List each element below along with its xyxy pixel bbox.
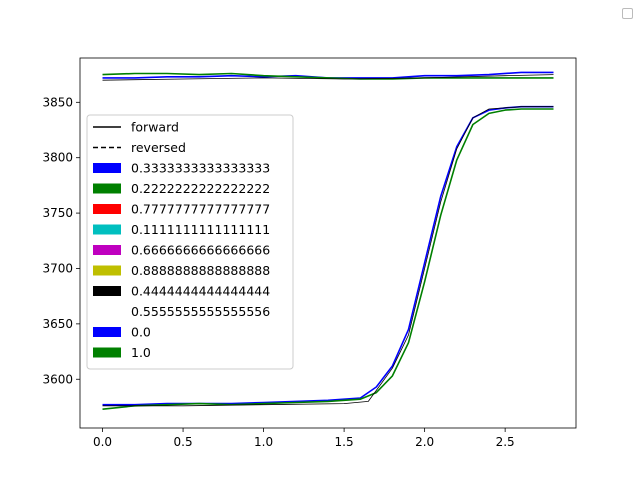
legend-label: 0.5555555555555556: [131, 304, 270, 319]
legend-entry: 0.6666666666666666: [93, 243, 270, 258]
legend-label: 0.0: [131, 325, 151, 340]
legend-entry: 0.5555555555555556: [93, 304, 270, 319]
legend-entry: 0.7777777777777777: [93, 202, 270, 217]
x-tick-label: 0.5: [174, 435, 193, 449]
legend-label: 0.1111111111111111: [131, 222, 270, 237]
legend-swatch: [93, 163, 121, 173]
legend-label: 0.6666666666666666: [131, 243, 270, 258]
legend-label: 0.4444444444444444: [131, 284, 270, 299]
y-axis: 3600 3650 3700 3750 3800 3850: [42, 95, 80, 386]
legend-swatch: [93, 265, 121, 276]
legend-swatch: [93, 204, 121, 214]
legend-label: 0.2222222222222222: [131, 181, 270, 196]
legend-label: forward: [131, 120, 179, 135]
legend-entry: 1.0: [93, 345, 151, 360]
series-line-4: [102, 72, 554, 80]
series-line-1: [102, 108, 554, 410]
y-tick-label: 3750: [42, 206, 73, 220]
legend-entry: 0.0: [93, 325, 151, 340]
y-tick-label: 3700: [42, 261, 73, 275]
y-tick-label: 3800: [42, 151, 73, 165]
series-line-5: [102, 74, 554, 81]
x-tick-label: 2.0: [415, 435, 434, 449]
legend-label: 1.0: [131, 345, 151, 360]
legend-entry: forward: [93, 120, 179, 135]
legend-entry: 0.1111111111111111: [93, 222, 270, 237]
legend-entry: 0.2222222222222222: [93, 181, 270, 196]
legend-swatch: [93, 224, 121, 235]
figure-corner-checkbox[interactable]: [622, 8, 633, 19]
legend-swatch: [93, 347, 121, 358]
legend-entry: 0.3333333333333333: [93, 161, 270, 176]
legend-swatch: [93, 327, 121, 337]
x-tick-label: 1.5: [335, 435, 354, 449]
legend-label: 0.7777777777777777: [131, 202, 270, 217]
legend-swatch: [93, 245, 121, 255]
x-tick-label: 0.0: [93, 435, 112, 449]
legend-label: 0.3333333333333333: [131, 161, 270, 176]
legend: forward reversed 0.3333333333333333 0.22222…: [86, 114, 294, 370]
legend-swatch: [93, 286, 121, 296]
x-tick-label: 1.0: [254, 435, 273, 449]
legend-entry: 0.4444444444444444: [93, 284, 270, 299]
legend-box: [86, 114, 294, 370]
plot-area-frame: [79, 57, 577, 429]
y-tick-label: 3600: [42, 372, 73, 386]
y-tick-label: 3850: [42, 95, 73, 109]
legend-entry: 0.8888888888888888: [93, 263, 270, 278]
x-axis: 0.0 0.5 1.0 1.5 2.0 2.5: [93, 428, 515, 449]
legend-entry: reversed: [93, 140, 186, 155]
legend-swatch: [93, 183, 121, 194]
series-line-2: [102, 106, 554, 407]
legend-label: 0.8888888888888888: [131, 263, 270, 278]
y-tick-label: 3650: [42, 317, 73, 331]
legend-swatch: [93, 306, 121, 317]
legend-label: reversed: [131, 140, 186, 155]
x-tick-label: 2.5: [496, 435, 515, 449]
